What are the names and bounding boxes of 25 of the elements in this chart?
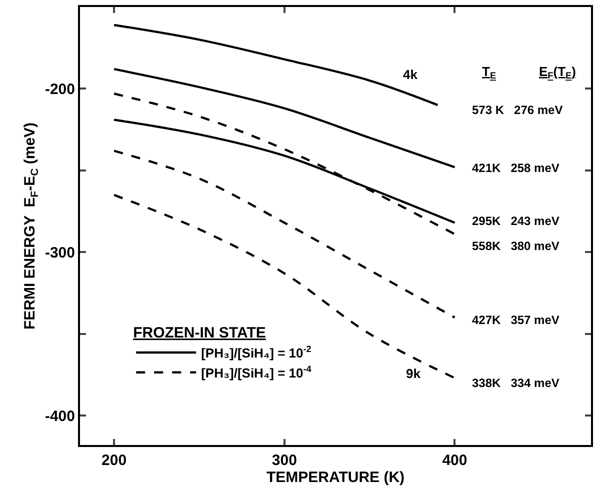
x-tick-label: 400 — [442, 452, 468, 469]
line-series — [112, 92, 456, 236]
annotation: 573 K 276 meV — [472, 103, 563, 117]
annotation: 421K 258 meV — [472, 161, 560, 175]
line-series — [112, 150, 456, 319]
annotation: 558K 380 meV — [472, 239, 560, 253]
x-tick-label: 300 — [272, 452, 297, 469]
x-axis-title: TEMPERATURE (K) — [266, 469, 405, 486]
annotation: 295K 243 meV — [472, 214, 560, 228]
line-series — [112, 68, 456, 168]
annotation: 338K 334 meV — [472, 376, 560, 390]
annotation: 427K 357 meV — [472, 313, 560, 327]
x-tick-label: 200 — [102, 452, 127, 469]
annotation: 9k — [406, 366, 422, 381]
annotation: 4k — [403, 67, 418, 82]
legend-title: FROZEN-IN STATE — [133, 324, 266, 342]
line-series — [112, 24, 439, 106]
y-tick-label: -300 — [44, 244, 75, 262]
legend-label: [PH₃]/[SiH₄] = 10$^{-2}$ — [201, 344, 312, 361]
annotation: E$_{F}$(T$_{E}$) — [539, 64, 576, 81]
annotation: T$_{E}$ — [482, 64, 496, 81]
line-series — [112, 194, 456, 380]
y-tick-label: -200 — [44, 80, 75, 98]
y-tick-label: -400 — [44, 408, 75, 425]
legend-label: [PH₃]/[SiH₄] = 10$^{-4}$ — [201, 364, 312, 380]
